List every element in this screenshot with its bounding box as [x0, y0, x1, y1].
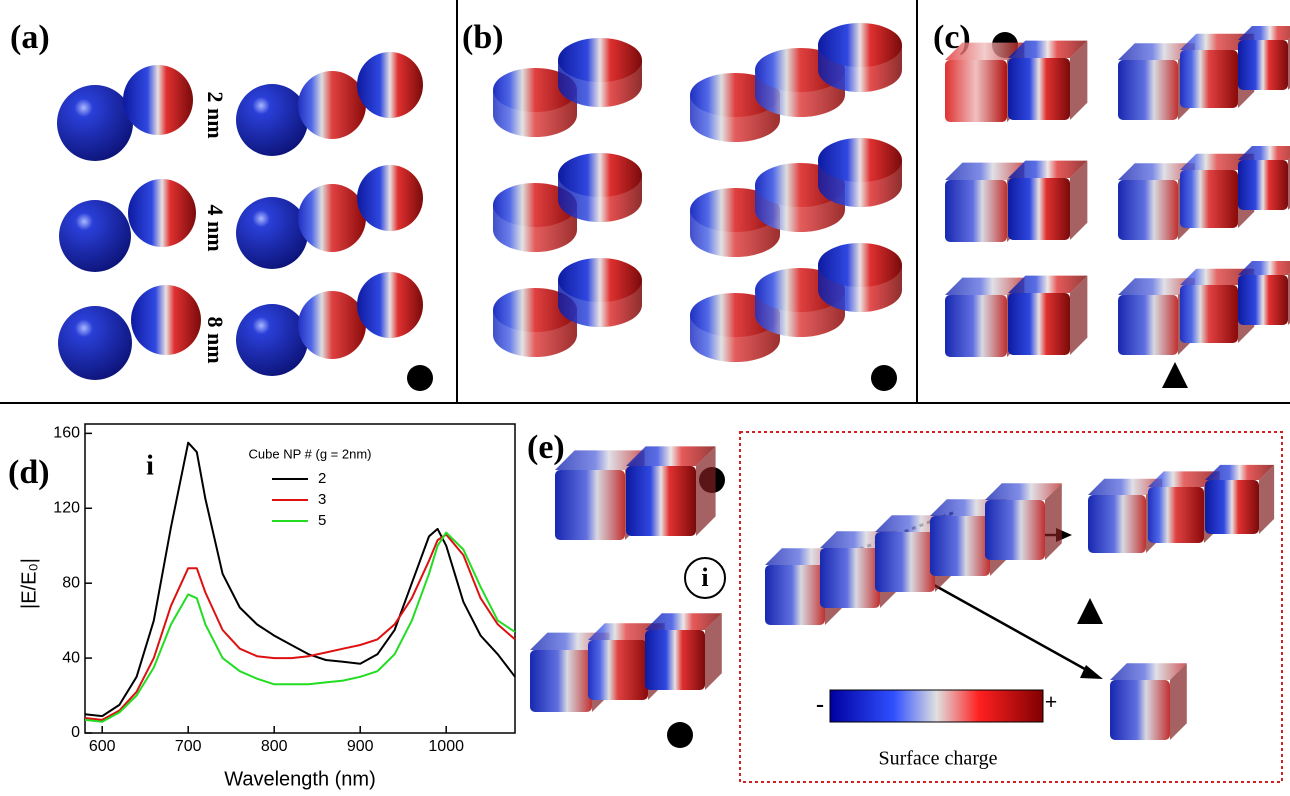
sphere — [57, 85, 133, 161]
cube-front — [1180, 170, 1238, 228]
disc-top — [558, 38, 642, 82]
sphere — [131, 285, 201, 355]
colorbar-min: - — [816, 692, 824, 718]
x-tick-label: 900 — [347, 738, 374, 755]
disc-top — [558, 258, 642, 302]
cube-front — [1118, 60, 1178, 120]
colorbar — [830, 690, 1043, 722]
cube-front — [930, 516, 990, 576]
cube-front — [945, 295, 1007, 357]
disc-top — [818, 138, 902, 182]
y-tick-label: 0 — [71, 724, 80, 741]
x-tick-label: 800 — [261, 738, 288, 755]
gap-label: 8 nm — [203, 316, 228, 363]
x-tick-label: 600 — [89, 738, 116, 755]
marker-circle — [667, 722, 693, 748]
marker-circle — [871, 365, 897, 391]
cube-front — [875, 532, 935, 592]
y-tick-label: 160 — [53, 425, 80, 442]
gap-label: 4 nm — [203, 204, 228, 251]
marker-triangle — [1162, 362, 1188, 388]
legend-label: 3 — [318, 491, 326, 508]
cube-front — [945, 60, 1007, 122]
sphere — [236, 197, 308, 269]
x-tick-label: 1000 — [428, 738, 464, 755]
marker-triangle — [1077, 598, 1103, 624]
sphere — [59, 200, 131, 272]
cube-front — [1205, 480, 1259, 534]
cube-top — [1238, 146, 1290, 160]
y-axis-label: |E/E₀| — [18, 558, 40, 609]
cube-front — [555, 470, 625, 540]
cube-front — [1008, 293, 1070, 355]
cube-front — [765, 565, 825, 625]
sphere — [123, 65, 193, 135]
cube-front — [1008, 58, 1070, 120]
sphere — [128, 179, 196, 247]
figure: (a) (b) (c) (d) (e) 2 nm 4 nm 8 nm i - +… — [0, 0, 1290, 796]
x-tick-label: 700 — [175, 738, 202, 755]
sphere — [357, 165, 423, 231]
panel-label: (e) — [527, 429, 565, 466]
inset-marker-label: i — [701, 563, 708, 592]
disc-top — [818, 243, 902, 287]
cube-front — [1088, 495, 1146, 553]
colorbar-max: + — [1045, 689, 1058, 714]
panel-label: (b) — [462, 19, 504, 56]
panel-label: (a) — [10, 19, 50, 56]
cube-top — [1238, 26, 1290, 40]
y-tick-label: 40 — [62, 649, 80, 666]
sphere — [298, 71, 366, 139]
gap-label: 2 nm — [203, 91, 228, 138]
cube-front — [1180, 50, 1238, 108]
legend-label: 5 — [318, 512, 326, 529]
cube-front — [1238, 160, 1288, 210]
sphere — [357, 52, 423, 118]
sphere — [357, 272, 423, 338]
cube-front — [1238, 40, 1288, 90]
cube-front — [626, 466, 696, 536]
annotation: i — [146, 450, 154, 481]
colorbar-label: Surface charge — [878, 748, 997, 770]
cube-front — [985, 500, 1045, 560]
cube-front — [1148, 487, 1204, 543]
cube-top — [1238, 261, 1290, 275]
cube-front — [645, 630, 705, 690]
x-axis-label: Wavelength (nm) — [224, 768, 376, 790]
cube-front — [530, 650, 592, 712]
y-tick-label: 120 — [53, 499, 80, 516]
sphere — [236, 84, 308, 156]
cube-front — [1118, 295, 1178, 355]
legend-label: 2 — [318, 470, 326, 487]
sphere — [236, 304, 308, 376]
cube-front — [1110, 680, 1170, 740]
legend-title: Cube NP # (g = 2nm) — [249, 446, 372, 461]
marker-circle — [407, 365, 433, 391]
cube-front — [1008, 178, 1070, 240]
cube-front — [1118, 180, 1178, 240]
disc-top — [558, 153, 642, 197]
cube-front — [820, 548, 880, 608]
sphere — [58, 306, 132, 380]
cube-front — [1238, 275, 1288, 325]
panel-label: (d) — [8, 454, 50, 491]
sphere — [298, 184, 366, 252]
sphere — [298, 291, 366, 359]
y-tick-label: 80 — [62, 574, 80, 591]
disc-top — [818, 23, 902, 67]
cube-front — [1180, 285, 1238, 343]
cube-front — [945, 180, 1007, 242]
cube-front — [588, 640, 648, 700]
arrow — [925, 580, 1092, 673]
